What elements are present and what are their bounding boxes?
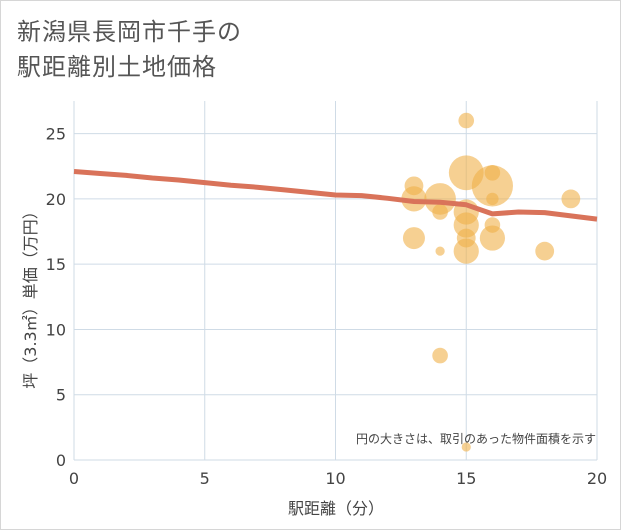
data-bubble (479, 225, 505, 251)
y-tick-label: 15 (46, 255, 66, 274)
data-bubble (535, 241, 555, 261)
data-bubble (486, 192, 499, 206)
y-tick-label: 20 (46, 190, 66, 209)
data-bubble (432, 347, 448, 364)
trend-layer (73, 169, 598, 222)
x-tick-label: 10 (325, 469, 345, 488)
x-axis-label: 駅距離（分） (288, 499, 384, 518)
x-tick-label: 15 (456, 469, 476, 488)
trend-line (73, 169, 598, 222)
data-bubble (424, 183, 456, 215)
size-annotation: 円の大きさは、取引のあった物件面積を示す (356, 431, 596, 446)
data-bubble (453, 238, 479, 264)
y-tick-labels: 0 5 10 15 20 25 (46, 125, 66, 470)
y-tick-label: 0 (56, 451, 66, 470)
y-axis-label: 坪（3.3㎡）単価（万円） (21, 203, 40, 388)
data-bubble (401, 186, 427, 212)
x-tick-label: 0 (69, 469, 79, 488)
chart-title-line-1: 新潟県長岡市千手の (17, 18, 242, 46)
x-tick-label: 5 (200, 469, 210, 488)
x-tick-label: 20 (587, 469, 607, 488)
chart-title-line-2: 駅距離別土地価格 (17, 53, 217, 81)
y-tick-label: 5 (56, 386, 66, 405)
data-bubble (561, 189, 581, 209)
chart-title: 新潟県長岡市千手の 駅距離別土地価格 (17, 15, 242, 85)
y-tick-label: 25 (46, 125, 66, 144)
data-bubble (435, 246, 445, 256)
data-bubble (471, 165, 513, 207)
grid-lines (73, 101, 598, 461)
data-bubble (402, 227, 425, 250)
data-bubble (461, 442, 471, 452)
data-bubble (432, 204, 448, 220)
data-bubble (458, 112, 475, 129)
x-tick-labels: 0 5 10 15 20 (69, 469, 607, 488)
bubble-layer (401, 112, 581, 452)
y-tick-label: 10 (46, 320, 66, 339)
